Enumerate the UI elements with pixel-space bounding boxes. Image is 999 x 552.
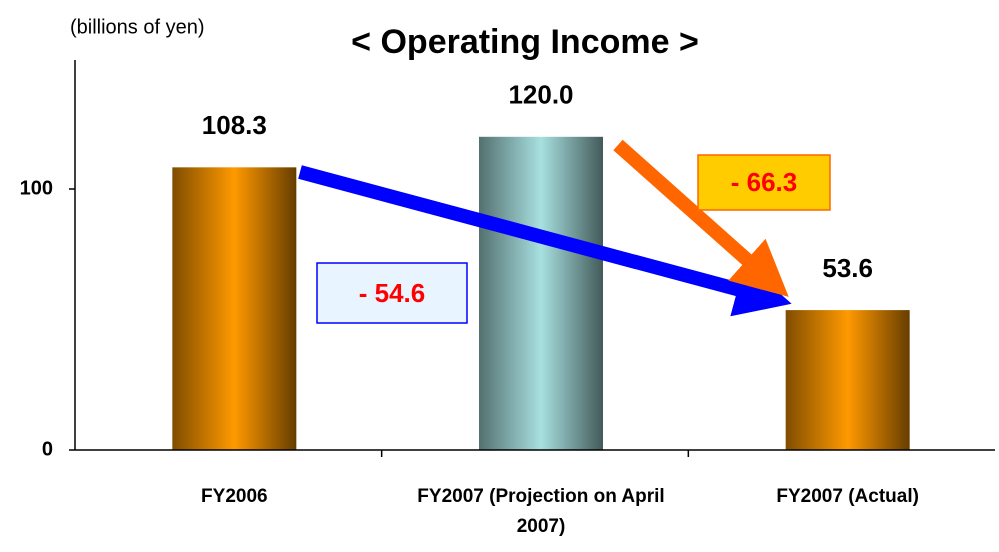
annotation-box (316, 262, 468, 324)
y-tick-label: 0 (42, 438, 53, 460)
chart-title: < Operating Income > (351, 23, 699, 61)
x-tick-label: FY2007 (Actual) (776, 486, 919, 507)
data-label: 120.0 (508, 80, 573, 110)
bar (785, 310, 910, 450)
bar (479, 136, 603, 451)
unit-label: (billions of yen) (70, 16, 205, 38)
bars (172, 136, 910, 451)
annotation: - 54.6 (359, 278, 426, 308)
data-label: 108.3 (202, 110, 267, 140)
bar (172, 167, 297, 450)
annotation-box (697, 154, 831, 211)
x-tick-label: FY2006 (201, 486, 268, 507)
y-tick-label: 100 (20, 177, 53, 199)
arrow (298, 165, 792, 317)
data-label: 53.6 (822, 253, 873, 283)
x-tick-label: FY2007 (Projection on April 2007) (417, 486, 665, 537)
annotation: - 66.3 (731, 167, 798, 197)
arrow (613, 139, 789, 297)
